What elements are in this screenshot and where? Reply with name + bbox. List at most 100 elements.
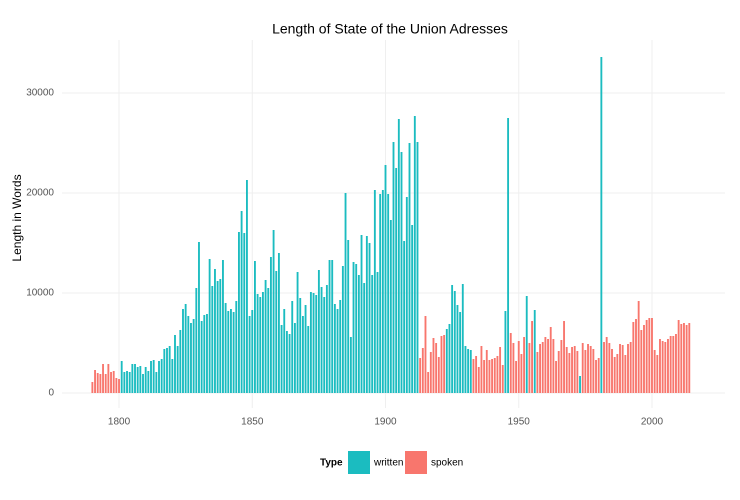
bar (299, 298, 302, 393)
bar (176, 346, 179, 393)
bar (677, 320, 680, 393)
bar (155, 372, 158, 393)
bar (459, 312, 462, 393)
bar (341, 266, 344, 393)
bar (576, 351, 579, 393)
bar (565, 347, 568, 393)
bar (613, 357, 616, 393)
x-tick-label: 1900 (374, 417, 397, 428)
bar (102, 364, 104, 393)
bar (261, 292, 264, 393)
bar (139, 366, 142, 393)
bar (363, 283, 366, 393)
bar (317, 270, 320, 393)
bar (400, 152, 403, 393)
bar (408, 143, 411, 393)
bar (293, 323, 296, 393)
bar (451, 285, 454, 393)
bar (325, 285, 328, 393)
bar (605, 337, 608, 393)
bar (224, 303, 227, 393)
bar (520, 354, 523, 393)
bar (256, 294, 259, 393)
bar (355, 264, 358, 393)
bar (539, 344, 541, 393)
bar (429, 352, 432, 393)
bar (552, 339, 555, 393)
bar (432, 338, 435, 393)
bar (611, 349, 613, 393)
bar (392, 142, 395, 393)
bar (280, 325, 283, 393)
y-tick-label: 20000 (26, 188, 54, 199)
bar (360, 235, 363, 393)
bar (208, 259, 211, 393)
bar (339, 300, 342, 393)
bar (304, 305, 307, 393)
bar (296, 272, 299, 393)
bar (371, 275, 374, 393)
bar (285, 331, 288, 393)
bar (251, 310, 254, 393)
bar (456, 305, 459, 393)
bar (464, 346, 467, 393)
bar (669, 336, 672, 393)
bar (435, 343, 438, 393)
bar (206, 314, 208, 393)
bar (632, 322, 635, 393)
bar (560, 340, 563, 393)
bar (589, 346, 592, 393)
bar (424, 316, 427, 393)
bar (549, 327, 552, 393)
bar (597, 358, 600, 393)
bar (501, 365, 504, 393)
y-tick-label: 10000 (26, 288, 54, 299)
bar (437, 357, 440, 393)
bar (190, 323, 192, 393)
bar (517, 341, 520, 393)
bar (659, 339, 661, 393)
x-tick-label: 1950 (508, 417, 531, 428)
bar (491, 359, 494, 393)
bar (307, 326, 310, 393)
bar (259, 297, 262, 393)
bar (365, 236, 368, 393)
bar (387, 194, 390, 393)
bar (264, 280, 267, 393)
bar (475, 356, 478, 393)
bar (635, 319, 637, 393)
bar (512, 343, 515, 393)
bar (413, 116, 416, 393)
bar (645, 320, 648, 393)
bar (230, 309, 232, 393)
bar (557, 351, 560, 393)
bar (440, 336, 443, 393)
bar (118, 379, 120, 393)
bar (523, 337, 526, 393)
bar (685, 325, 688, 393)
bar (381, 190, 384, 393)
bar (533, 310, 536, 393)
bar (536, 352, 539, 393)
bar (373, 190, 376, 393)
bar (187, 316, 190, 393)
bar (419, 358, 422, 393)
bar (347, 240, 350, 393)
bar (667, 339, 669, 393)
bar (507, 118, 510, 393)
bar (483, 360, 486, 393)
bar (126, 371, 128, 393)
bar (200, 321, 203, 393)
bar (509, 333, 512, 393)
bar (174, 335, 176, 393)
bar (158, 361, 160, 393)
bar (616, 354, 619, 393)
legend-swatch (348, 451, 370, 474)
bar (603, 342, 605, 393)
bar (448, 324, 451, 393)
bar (427, 372, 430, 393)
bar (309, 292, 312, 393)
bar (376, 272, 379, 393)
bar (672, 336, 675, 393)
